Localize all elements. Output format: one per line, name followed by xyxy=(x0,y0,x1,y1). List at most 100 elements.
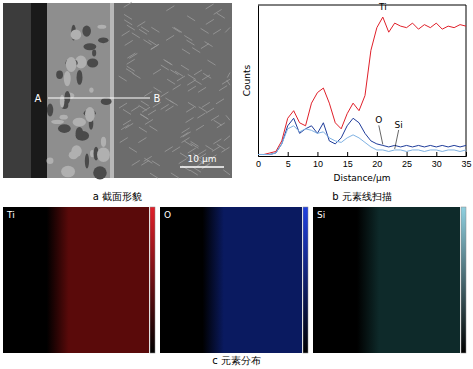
sem-lamella xyxy=(141,27,149,32)
sem-lamella xyxy=(151,45,159,50)
panel-a: AB10 μm xyxy=(3,2,232,179)
sem-pore xyxy=(87,58,98,67)
scan-end-label: B xyxy=(154,93,161,104)
sem-lamella xyxy=(132,160,140,165)
sem-lamella xyxy=(202,102,210,107)
sem-lamella xyxy=(148,110,156,115)
sem-lamella xyxy=(222,79,230,84)
sem-lamella xyxy=(164,60,172,65)
map-label: Si xyxy=(317,210,325,220)
sem-lamella xyxy=(161,104,169,109)
sem-pore xyxy=(82,26,91,37)
sem-lamella xyxy=(186,107,194,112)
x-axis-line xyxy=(259,152,467,157)
sem-lamella xyxy=(138,138,146,143)
sem-lamella xyxy=(139,127,147,132)
sem-pore xyxy=(76,127,84,140)
x-tick: 10 xyxy=(313,152,323,169)
sem-lamella xyxy=(224,136,230,141)
sem-lamella xyxy=(170,70,178,75)
panel-caption: c 元素分布 xyxy=(212,355,261,366)
sem-background xyxy=(3,3,232,178)
sem-lamellae xyxy=(119,2,230,178)
sem-pore xyxy=(92,50,96,57)
sem-lamella xyxy=(152,161,160,166)
sem-coating xyxy=(47,3,113,178)
sem-lamella xyxy=(214,120,222,125)
sem-lamella xyxy=(153,69,161,74)
series-line xyxy=(258,17,466,154)
scan-line xyxy=(48,97,150,98)
sem-pore xyxy=(61,166,75,178)
x-tick-mark xyxy=(436,152,437,156)
label-leader xyxy=(395,130,399,149)
color-bar xyxy=(150,207,155,353)
sem-lamella xyxy=(201,44,209,49)
sem-pore xyxy=(64,71,71,86)
sem-interface xyxy=(110,3,114,178)
y-axis-line xyxy=(258,6,259,157)
sem-lamella xyxy=(150,173,158,178)
sem-lamella xyxy=(217,13,225,18)
sem-lamella xyxy=(227,73,230,78)
series-line xyxy=(258,126,466,155)
x-tick-label: 30 xyxy=(432,159,442,169)
sem-pore xyxy=(60,95,65,108)
sem-pores xyxy=(47,25,112,180)
y-axis-title: Counts xyxy=(242,64,252,96)
x-axis-title: Distance/μm xyxy=(334,173,391,183)
sem-lamella xyxy=(196,125,204,130)
sem-lamella xyxy=(226,115,230,120)
sem-lamella xyxy=(144,91,152,96)
sem-pore xyxy=(98,38,108,44)
sem-lamella xyxy=(182,49,190,54)
sem-pore xyxy=(83,43,96,50)
sem-pore xyxy=(71,30,82,40)
x-tick: 15 xyxy=(343,152,353,169)
sem-pore xyxy=(73,118,86,127)
x-tick-mark xyxy=(288,152,289,156)
label-leader xyxy=(379,125,383,144)
sem-lamella xyxy=(219,86,227,91)
sem-lamella xyxy=(188,102,196,107)
sem-lamella xyxy=(177,76,185,81)
sem-lamella xyxy=(144,40,152,45)
sem-lamella xyxy=(207,60,215,65)
sem-lamella xyxy=(125,123,133,128)
sem-lamella xyxy=(202,75,210,80)
sem-lamella xyxy=(192,48,200,53)
sem-lamella xyxy=(223,170,230,175)
frame-top xyxy=(258,5,466,6)
sem-lamella xyxy=(181,65,189,70)
sem-lamella xyxy=(172,147,180,152)
x-tick-label: 35 xyxy=(461,159,471,169)
sem-lamella xyxy=(186,40,194,45)
sem-lamella xyxy=(132,33,140,38)
sem-lamella xyxy=(188,148,196,153)
sem-lamella xyxy=(199,107,207,112)
sem-lamella xyxy=(127,59,135,64)
sem-lamella xyxy=(173,85,181,90)
sem-lamella xyxy=(197,113,205,118)
sem-lamella xyxy=(127,25,135,30)
x-tick: 25 xyxy=(402,152,412,169)
x-tick-label: 25 xyxy=(402,159,412,169)
sem-lamella xyxy=(141,101,149,106)
panel-b: 05101520253035TiOSiDistance/μmCounts xyxy=(242,2,472,183)
sem-lamella xyxy=(140,114,148,119)
plot-area xyxy=(258,17,466,154)
sem-lamella xyxy=(163,60,171,65)
sem-lamella xyxy=(206,108,214,113)
sem-pore xyxy=(97,147,110,162)
sem-lamella xyxy=(166,35,174,40)
figure: AB10 μma 截面形貌05101520253035TiOSiDistance… xyxy=(0,0,473,369)
sem-lamella xyxy=(187,80,195,85)
sem-pore xyxy=(47,104,53,117)
sem-pore xyxy=(69,151,79,159)
sem-pore xyxy=(51,120,64,124)
sem-lamella xyxy=(127,53,135,58)
sem-lamella xyxy=(151,27,159,32)
series-line xyxy=(258,118,466,154)
sem-lamella xyxy=(201,28,209,33)
sem-lamella xyxy=(190,143,198,148)
